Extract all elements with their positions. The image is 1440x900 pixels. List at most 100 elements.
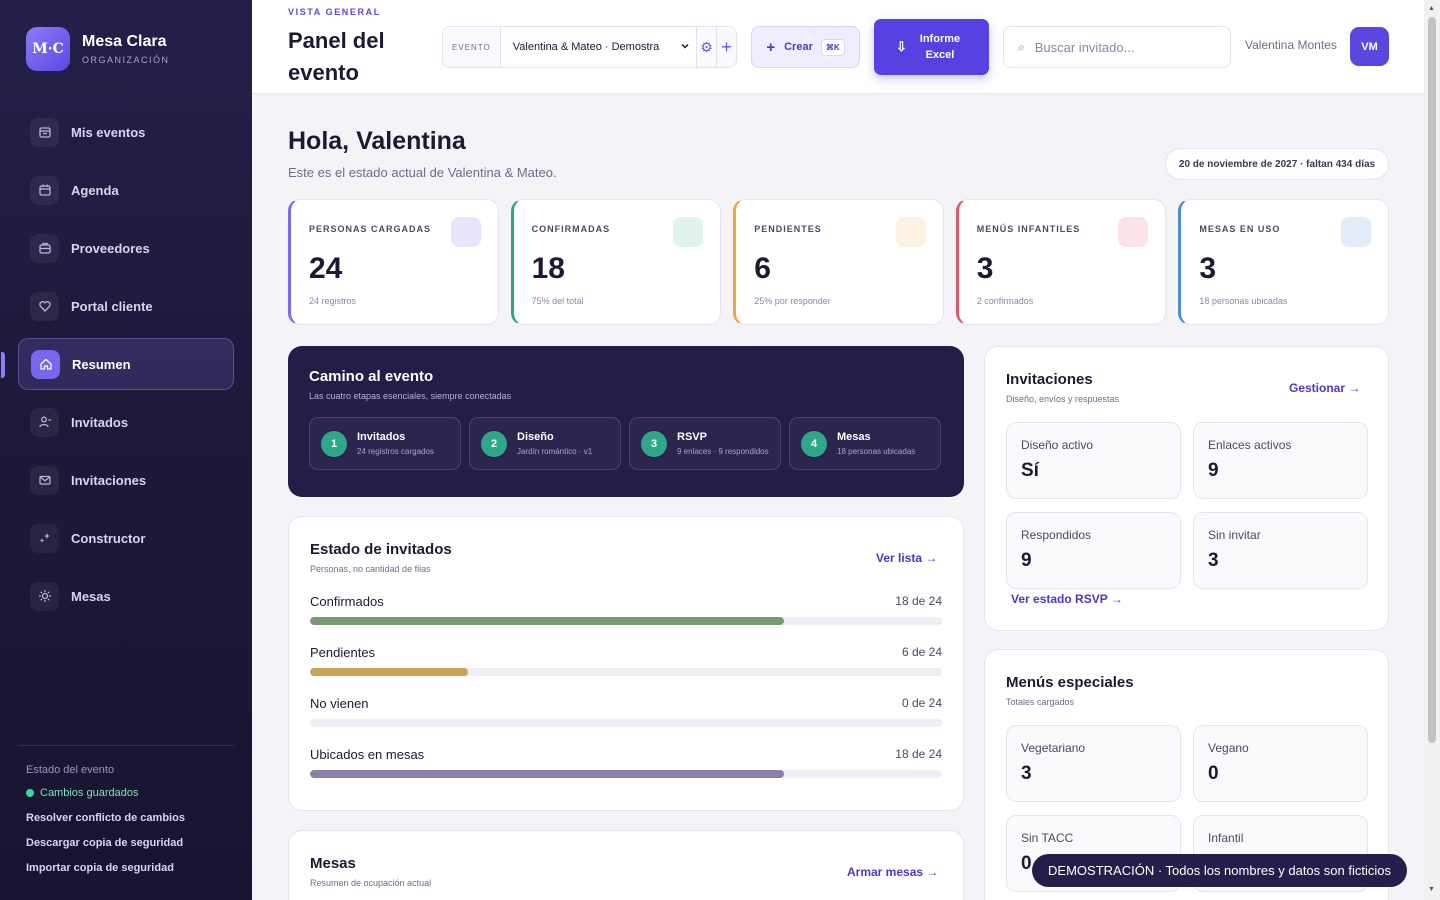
stat-value: 3 (1021, 763, 1032, 784)
sidebar-item-mis-eventos[interactable]: Mis eventos (18, 106, 234, 158)
invitations-card: Invitaciones Diseño, envíos y respuestas… (984, 346, 1389, 631)
sun-icon (30, 581, 59, 611)
scroll-thumb[interactable] (1428, 17, 1436, 743)
kpi-icon (450, 217, 481, 247)
progress-count: 6 de 24 (901, 645, 942, 659)
kpi-label: CONFIRMADAS (531, 224, 611, 234)
arrange-tables-link[interactable]: Armar mesas → (847, 865, 939, 879)
special-menus-stats: Vegetariano 3 Vegano 0 Sin TACC 0 Infantil (1006, 725, 1368, 892)
sidebar-item-label: Portal cliente (71, 298, 153, 314)
stat-vegan: Vegano 0 (1193, 725, 1368, 802)
avatar[interactable]: VM (1350, 27, 1389, 66)
progress-label: Confirmados (310, 594, 384, 609)
progress-row: Confirmados 18 de 24 (310, 594, 942, 625)
chevron-down-icon (680, 41, 690, 54)
create-button[interactable]: + Crear ⌘K (751, 26, 860, 68)
sidebar-item-invitaciones[interactable]: Invitaciones (18, 454, 234, 506)
stat-value: 0 (1021, 853, 1032, 874)
journey-step-invitados[interactable]: 1 Invitados 24 registros cargados (309, 417, 461, 470)
journey-step-diseno[interactable]: 2 Diseño Jardín romántico · v1 (469, 417, 621, 470)
sidebar-item-portal-cliente[interactable]: Portal cliente (18, 280, 234, 332)
sidebar-item-agenda[interactable]: Agenda (18, 164, 234, 216)
stat-label: Respondidos (1021, 528, 1092, 542)
journey-title: Camino al evento (309, 368, 434, 385)
stat-value: Sí (1021, 460, 1039, 481)
stat-value: 9 (1208, 460, 1219, 481)
stat-label: Enlaces activos (1208, 438, 1292, 452)
search-input[interactable] (1034, 39, 1215, 55)
sidebar-item-invitados[interactable]: Invitados (18, 396, 234, 448)
kpi-note: 24 registros (309, 296, 357, 306)
manage-invitations-link[interactable]: Gestionar → (1289, 381, 1361, 395)
scroll-down-arrow-icon[interactable]: ▼ (1428, 886, 1435, 893)
journey-card: Camino al evento Las cuatro etapas esenc… (288, 346, 964, 497)
sparkle-icon (30, 523, 59, 553)
journey-steps: 1 Invitados 24 registros cargados 2 Diseñ… (309, 417, 943, 470)
sidebar-footer: Estado del evento Cambios guardados Reso… (18, 745, 234, 874)
progress-label: No vienen (310, 696, 369, 711)
view-list-link[interactable]: Ver lista → (876, 551, 938, 565)
event-settings-button[interactable]: ⚙ (696, 27, 716, 67)
stat-value: 9 (1021, 550, 1032, 571)
stat-vegetarian: Vegetariano 3 (1006, 725, 1181, 802)
search-box: ⌕ (1003, 26, 1231, 68)
stat-design-active: Diseño activo Sí (1006, 422, 1181, 499)
brand[interactable]: M·C Mesa Clara ORGANIZACIÓN (26, 27, 170, 71)
stat-responded: Respondidos 9 (1006, 512, 1181, 589)
step-title: RSVP (677, 431, 707, 443)
sidebar-item-resumen[interactable]: Resumen (1, 338, 234, 390)
user-name: Valentina Montes (1245, 38, 1337, 52)
stat-label: Sin invitar (1208, 528, 1261, 542)
stat-label: Vegano (1208, 741, 1249, 755)
event-select[interactable]: Valentina & Mateo · Demostra (500, 27, 696, 67)
sidebar-item-label: Mis eventos (71, 124, 146, 140)
sidebar-item-label: Constructor (71, 530, 146, 546)
guest-status-card: Estado de invitados Personas, no cantida… (288, 516, 964, 811)
progress-count: 18 de 24 (895, 594, 942, 608)
kpi-label: PENDIENTES (754, 224, 822, 234)
save-status-label: Cambios guardados (40, 787, 139, 799)
event-date-badge: 20 de noviembre de 2027 · faltan 434 día… (1165, 148, 1389, 180)
download-icon: ⇩ (896, 39, 907, 54)
step-number: 4 (801, 430, 827, 457)
journey-step-mesas[interactable]: 4 Mesas 18 personas ubicadas (789, 417, 941, 470)
kpi-value: 3 (976, 252, 994, 285)
brand-name: Mesa Clara (82, 33, 167, 50)
event-selector: EVENTO Valentina & Mateo · Demostra ⚙ + (442, 26, 737, 68)
kpi-icon (895, 217, 926, 247)
step-subtitle: 18 personas ubicadas (837, 447, 916, 456)
import-backup-link[interactable]: Importar copia de seguridad (26, 862, 174, 874)
sidebar-item-proveedores[interactable]: Proveedores (18, 222, 234, 274)
excel-report-button[interactable]: ⇩ Informe Excel (874, 19, 989, 75)
gear-icon: ⚙ (700, 38, 713, 55)
stat-active-links: Enlaces activos 9 (1193, 422, 1368, 499)
step-number: 1 (321, 430, 347, 457)
step-subtitle: 24 registros cargados (357, 447, 434, 456)
journey-step-rsvp[interactable]: 3 RSVP 9 enlaces · 9 respondidos (629, 417, 781, 470)
kpi-label: MENÚS INFANTILES (976, 224, 1081, 234)
greeting-subtitle: Este es el estado actual de Valentina & … (288, 165, 557, 180)
kpi-note: 75% del total (531, 296, 584, 306)
progress-fill (310, 770, 784, 778)
page-eyebrow: VISTA GENERAL (288, 7, 381, 17)
event-status-title: Estado del evento (26, 764, 115, 776)
progress-count: 18 de 24 (895, 747, 942, 761)
calendar-icon (30, 175, 59, 205)
add-event-button[interactable]: + (716, 27, 736, 67)
rsvp-status-link[interactable]: Ver estado RSVP → (1011, 592, 1123, 606)
sidebar-item-constructor[interactable]: Constructor (18, 512, 234, 564)
download-backup-link[interactable]: Descargar copia de seguridad (26, 837, 184, 849)
excel-report-label: Informe Excel (919, 33, 961, 61)
search-icon: ⌕ (1018, 39, 1025, 54)
calendar-stack-icon (30, 117, 59, 147)
resolve-conflict-link[interactable]: Resolver conflicto de cambios (26, 812, 185, 824)
kpi-card: MESAS EN USO 3 18 personas ubicadas (1178, 199, 1389, 325)
step-subtitle: Jardín romántico · v1 (517, 447, 593, 456)
sidebar-item-label: Invitados (71, 414, 129, 430)
sidebar: M·C Mesa Clara ORGANIZACIÓN Mis eventos … (0, 0, 252, 900)
page-scrollbar[interactable]: ▲ ▼ (1424, 0, 1440, 900)
sidebar-item-mesas[interactable]: Mesas (18, 570, 234, 622)
event-select-value: Valentina & Mateo · Demostra (512, 41, 660, 53)
step-title: Mesas (837, 431, 871, 443)
scroll-up-arrow-icon[interactable]: ▲ (1428, 5, 1435, 12)
